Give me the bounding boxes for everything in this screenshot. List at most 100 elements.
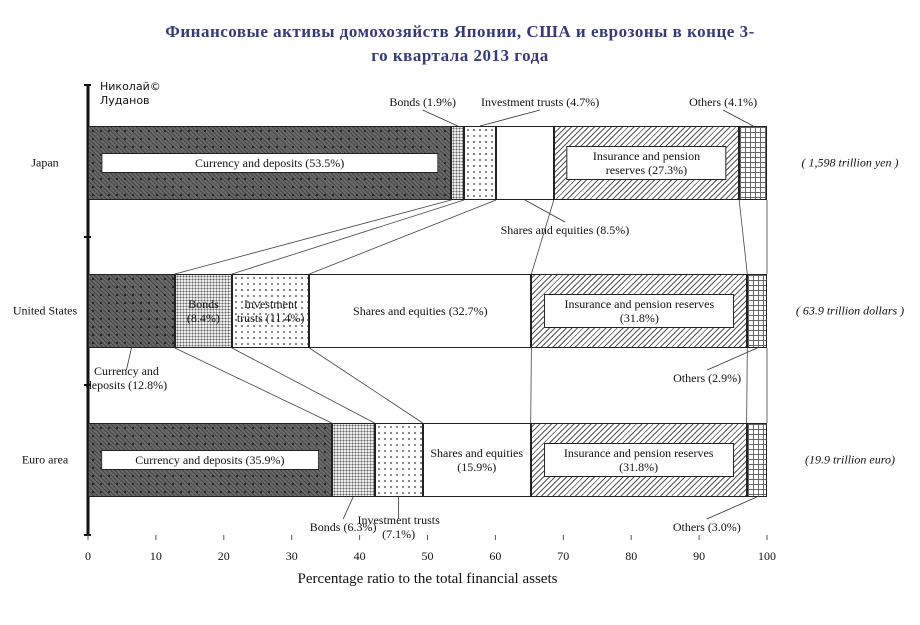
segment-value: (4.7%) [566,95,600,109]
author-line: Луданов [100,94,150,107]
x-tick-label: 60 [489,549,501,563]
leader-line [480,109,541,127]
segment-name: Currency and deposits [135,453,243,467]
bar-segment [464,126,497,200]
chart-title: Финансовые активы домохозяйств Японии, С… [165,22,755,65]
segment-label: Bonds (1.9%) [389,95,456,109]
segment-name: Insurance and pension reserves [563,446,714,460]
bar-segment [747,274,767,348]
bar-segment [746,423,767,497]
connector-line [309,347,423,424]
segment-name: Others [689,95,722,109]
segment-label: Bonds (6.3%) [310,520,377,534]
segment-name: Others [672,520,705,534]
connector-line [174,199,452,275]
segment-name: Investment trusts [236,297,298,325]
segment-value: (6.3%) [343,520,377,534]
x-tick-label: 80 [625,549,637,563]
segment-name: Bonds [309,520,341,534]
segment-label: Investment trusts (11.4%) [236,297,305,325]
bar-segment [309,274,532,348]
segment-label: Others (4.1%) [689,95,757,109]
leader-line [422,109,458,127]
bar-segment [374,423,423,497]
leader-line [706,347,758,371]
x-tick-label: 40 [354,549,366,563]
connector-line [231,199,465,275]
segment-name: Shares and equities [430,446,524,460]
segment-label: Shares and equities (32.7%) [313,304,527,318]
x-tick-label: 90 [693,549,705,563]
segment-label: Currency and deposits (53.5%) [101,153,439,173]
segment-value: (1.9%) [423,95,457,109]
connector-line [231,347,375,424]
x-tick-label: 100 [758,549,776,563]
segment-label: Currency and deposits (12.8%) [81,364,171,392]
segment-label: Shares and equities (8.5%) [501,223,630,237]
bar-segment [422,423,531,497]
bar-segment [739,126,767,200]
segment-label: Others (3.0%) [673,520,741,534]
connector-line [531,199,555,275]
bar-segment [231,274,310,348]
segment-value: (15.9%) [457,460,497,474]
segment-label: Shares and equities (15.9%) [427,446,527,474]
segment-value: (7.1%) [382,527,416,541]
segment-label: Investment trusts (7.1%) [349,513,449,541]
connector-line [738,199,748,275]
segment-name: Insurance and pension reserves [592,149,701,177]
x-tick-label: 50 [422,549,434,563]
segment-value: (11.4%) [265,311,305,325]
segment-label: Investment trusts (4.7%) [481,95,599,109]
segment-value: (3.0%) [707,520,741,534]
segment-name: Investment trusts [357,513,440,527]
connector-line [530,347,532,424]
segment-value: (35.9%) [245,453,285,467]
x-tick-label: 20 [218,549,230,563]
segment-label: Insurance and pension reserves (31.8%) [543,443,734,477]
connector-line [174,347,332,424]
segment-name: Currency and deposits [85,364,159,392]
segment-value: (8.5%) [596,223,630,237]
bar-segment [174,274,232,348]
bar-segment [88,274,175,348]
segment-name: Bonds [188,297,219,311]
author: Николай© Луданов [100,80,161,108]
segment-name: Investment trusts [480,95,564,109]
segment-value: (32.7%) [448,304,488,318]
segment-name: Others [673,371,706,385]
segment-name: Bonds [389,95,421,109]
category-note: (19.9 trillion euro) [805,452,895,467]
segment-label: Bonds (8.4%) [179,297,228,325]
segment-value: (53.5%) [305,156,345,170]
category-note: ( 1,598 trillion yen ) [801,155,899,170]
segment-label: Insurance and pension reserves (27.3%) [566,146,727,180]
leader-line [706,496,757,520]
x-tick-label: 30 [286,549,298,563]
category-note: ( 63.9 trillion dollars ) [795,303,905,318]
x-tick-label: 70 [557,549,569,563]
connector-line [309,199,497,275]
connector-line [746,347,748,424]
x-tick-label: 10 [150,549,162,563]
segment-name: Currency and deposits [194,156,303,170]
x-axis-title: Percentage ratio to the total financial … [297,571,558,587]
row-label: Euro area [21,452,69,467]
segment-name: Shares and equities [353,304,446,318]
segment-label: Insurance and pension reserves (31.8%) [544,294,735,328]
leader-line [342,496,354,520]
segment-name: Insurance and pension reserves [564,297,715,311]
segment-label: Currency and deposits (35.9%) [101,450,319,470]
segment-value: (12.8%) [128,378,168,392]
leader-line [722,109,754,127]
row-label: Japan [31,155,59,170]
segment-value: (31.8%) [619,311,659,325]
segment-value: (2.9%) [708,371,742,385]
segment-value: (27.3%) [648,163,688,177]
segment-name: Shares and equities [500,223,594,237]
leader-line [126,347,132,371]
segment-value: (4.1%) [724,95,758,109]
bar-segment [331,423,375,497]
